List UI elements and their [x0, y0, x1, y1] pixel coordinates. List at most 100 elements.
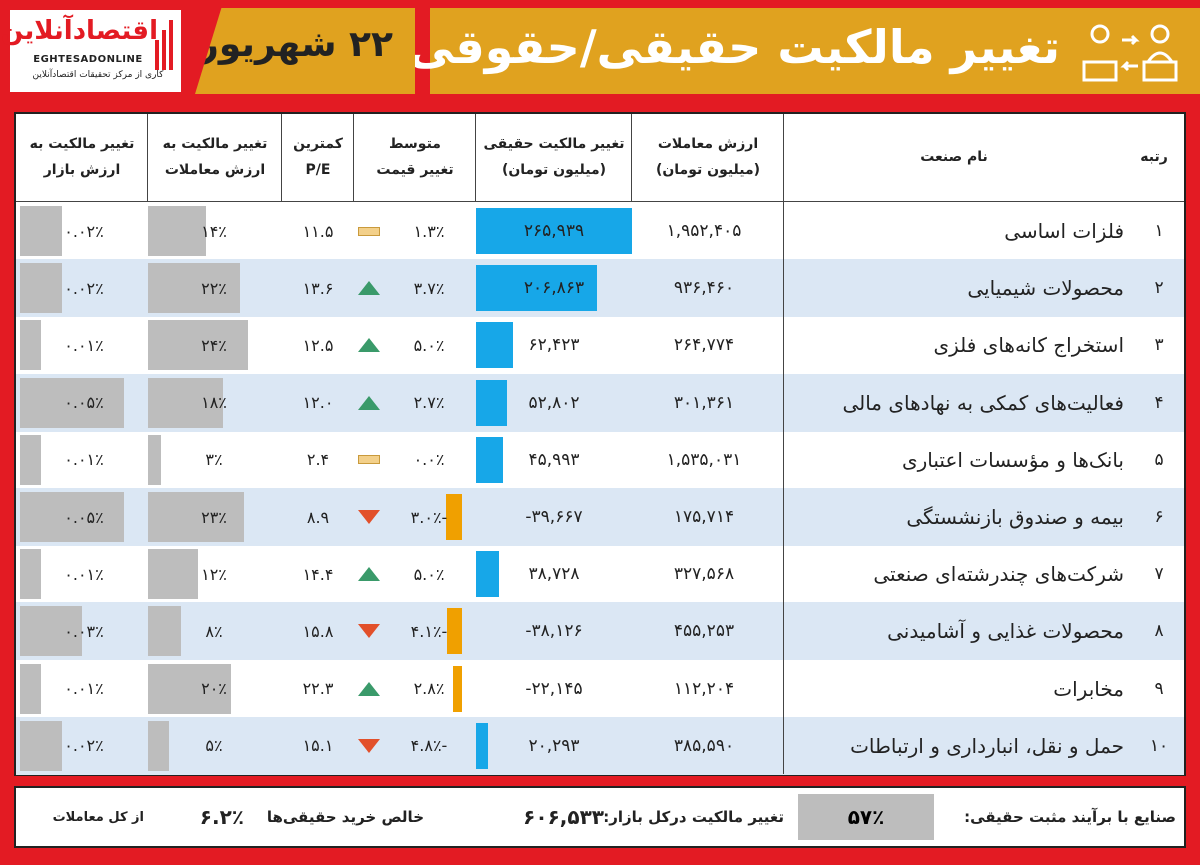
triangle-up-icon	[358, 281, 380, 296]
trade-value-cell: ۳۰۱,۳۶۱	[673, 392, 735, 413]
table-row: ۹ مخابرات ۱۱۲,۲۰۴ -۲۲,۱۴۵ ۲.۸٪ ۲۲.۳ ۲۰٪ ۰.۰۱٪	[16, 660, 1184, 718]
industry-name-cell: مخابرات	[1053, 676, 1124, 701]
summary-footer: صنایع با برآیند مثبت حقیقی: ۵۷٪ تغییر ما…	[14, 786, 1186, 848]
real-change-bar-positive	[476, 265, 598, 312]
own-to-mcap-bar	[20, 263, 62, 314]
real-change-cell: ۲۰۶,۸۶۳	[523, 278, 585, 299]
own-to-trade-bar	[148, 263, 240, 314]
rank-cell: ۷	[1154, 564, 1164, 585]
trend-indicator	[354, 374, 384, 432]
min-pe-cell: ۸.۹	[306, 507, 330, 527]
rank-cell: ۳	[1154, 335, 1164, 356]
col-min-pe: کمترین P/E	[293, 136, 343, 178]
real-change-cell: -۲۲,۱۴۵	[525, 678, 583, 699]
own-to-trade-cell: ۲۰٪	[201, 679, 227, 699]
own-to-mcap-bar	[20, 320, 41, 371]
col-industry: نام صنعت	[920, 149, 988, 165]
market-change-value: ۶۰۶,۵۳۳	[523, 805, 604, 829]
real-change-bar-positive	[476, 551, 499, 598]
real-change-cell: -۳۸,۱۲۶	[525, 621, 583, 642]
own-to-trade-bar	[148, 492, 244, 542]
own-to-mcap-cell: ۰.۰۵٪	[64, 507, 104, 527]
own-to-trade-cell: ۳٪	[205, 450, 223, 470]
real-change-bar-positive	[476, 379, 507, 426]
own-to-mcap-bar	[20, 720, 62, 771]
flat-bar-icon	[358, 455, 380, 465]
trend-indicator	[354, 602, 384, 660]
triangle-up-icon	[358, 338, 380, 353]
real-change-bar-negative	[446, 494, 462, 540]
column-divider	[353, 114, 354, 202]
real-change-cell: ۲۰,۲۹۳	[528, 735, 580, 756]
min-pe-cell: ۱۳.۶	[302, 278, 334, 298]
own-to-mcap-cell: ۰.۰۱٪	[64, 679, 104, 699]
real-change-bar-positive	[476, 322, 513, 369]
min-pe-cell: ۲۲.۳	[302, 679, 334, 699]
own-to-trade-cell: ۱۸٪	[201, 393, 227, 413]
real-change-bar-positive	[476, 722, 488, 769]
trend-indicator	[354, 545, 384, 603]
avg-price-cell: ۵.۰٪	[413, 335, 445, 355]
net-buy-label: خالص خرید حقیقی‌ها	[266, 808, 424, 826]
triangle-up-icon	[358, 567, 380, 582]
own-to-trade-bar	[148, 320, 248, 371]
own-to-trade-bar	[148, 206, 207, 256]
avg-price-cell: -۴.۸٪	[410, 736, 448, 756]
positive-industries-value: ۵۷٪	[798, 794, 934, 840]
own-to-mcap-cell: ۰.۰۲٪	[64, 221, 104, 241]
rank-cell: ۱	[1154, 221, 1164, 241]
avg-price-cell: ۵.۰٪	[413, 564, 445, 584]
avg-price-cell: ۰.۰٪	[413, 450, 445, 470]
industry-name-cell: شرکت‌های چندرشته‌ای صنعتی	[873, 562, 1124, 587]
rank-cell: ۶	[1154, 507, 1164, 527]
own-to-mcap-bar	[20, 549, 41, 600]
col-own-mcap: تغییر مالکیت به ارزش بازار	[29, 136, 135, 178]
own-to-trade-cell: ۲۳٪	[201, 507, 227, 527]
table-row: ۴ فعالیت‌های کمکی به نهادهای مالی ۳۰۱,۳۶۱ ۵…	[16, 373, 1184, 432]
logo-text-fa: اقتصادآنلاین	[1, 16, 158, 46]
real-change-bar-negative	[446, 608, 462, 655]
industry-name-cell: فعالیت‌های کمکی به نهادهای مالی	[842, 390, 1124, 415]
own-to-trade-cell: ۱۲٪	[201, 564, 227, 584]
min-pe-cell: ۱۵.۸	[302, 621, 334, 641]
min-pe-cell: ۲.۴	[306, 450, 330, 470]
own-to-mcap-cell: ۰.۰۱٪	[64, 564, 104, 584]
col-own-trade: تغییر مالکیت به ارزش معاملات	[162, 136, 268, 178]
own-to-trade-cell: ۸٪	[205, 621, 223, 641]
trade-value-cell: ۱,۵۳۵,۰۳۱	[666, 449, 742, 470]
market-change-label: تغییر مالکیت درکل بازار:	[603, 808, 784, 826]
header: تغییر مالکیت حقیقی/حقوقی ۲۲ شهریور اقتصا…	[0, 0, 1200, 100]
trend-indicator	[354, 259, 384, 317]
col-rank: رتبه	[1140, 149, 1168, 165]
of-total-label: از کل معاملات	[52, 809, 144, 825]
own-to-mcap-bar	[20, 492, 124, 542]
min-pe-cell: ۱۲.۵	[302, 335, 334, 355]
trend-indicator	[354, 717, 384, 775]
avg-price-cell: ۱.۳٪	[413, 221, 445, 241]
avg-price-cell: -۴.۱٪	[410, 621, 448, 641]
trend-indicator	[354, 488, 384, 546]
real-change-cell: ۶۲,۴۲۳	[528, 335, 580, 356]
real-change-bar-positive	[476, 208, 632, 254]
own-to-trade-cell: ۵٪	[205, 736, 223, 756]
brand-logo: اقتصادآنلاین EGHTESADONLINE کاری از مرکز…	[1, 8, 183, 94]
trade-value-cell: ۱۷۵,۷۱۴	[673, 507, 735, 527]
industry-name-cell: بیمه و صندوق بازنشستگی	[906, 505, 1124, 529]
rank-cell: ۲	[1154, 278, 1164, 299]
real-change-cell: ۲۶۵,۹۳۹	[523, 221, 585, 241]
own-to-mcap-bar	[20, 434, 41, 485]
net-buy-value: ۶.۲٪	[199, 805, 244, 829]
col-trade-value: ارزش معاملات (میلیون تومان)	[655, 136, 761, 178]
date-banner: ۲۲ شهریور	[195, 8, 415, 94]
trade-value-cell: ۱۱۲,۲۰۴	[673, 678, 735, 699]
triangle-down-icon	[358, 624, 380, 639]
logo-text-en: EGHTESADONLINE	[33, 54, 143, 65]
ownership-table: رتبه نام صنعت ارزش معاملات (میلیون تومان)…	[14, 112, 1186, 776]
own-to-trade-cell: ۲۲٪	[201, 278, 227, 298]
own-to-trade-cell: ۲۴٪	[201, 335, 227, 355]
own-to-mcap-cell: ۰.۰۳٪	[64, 621, 104, 641]
own-to-mcap-bar	[20, 606, 83, 657]
own-to-mcap-cell: ۰.۰۲٪	[64, 736, 104, 756]
trend-indicator	[354, 660, 384, 718]
own-to-trade-bar	[148, 663, 232, 714]
